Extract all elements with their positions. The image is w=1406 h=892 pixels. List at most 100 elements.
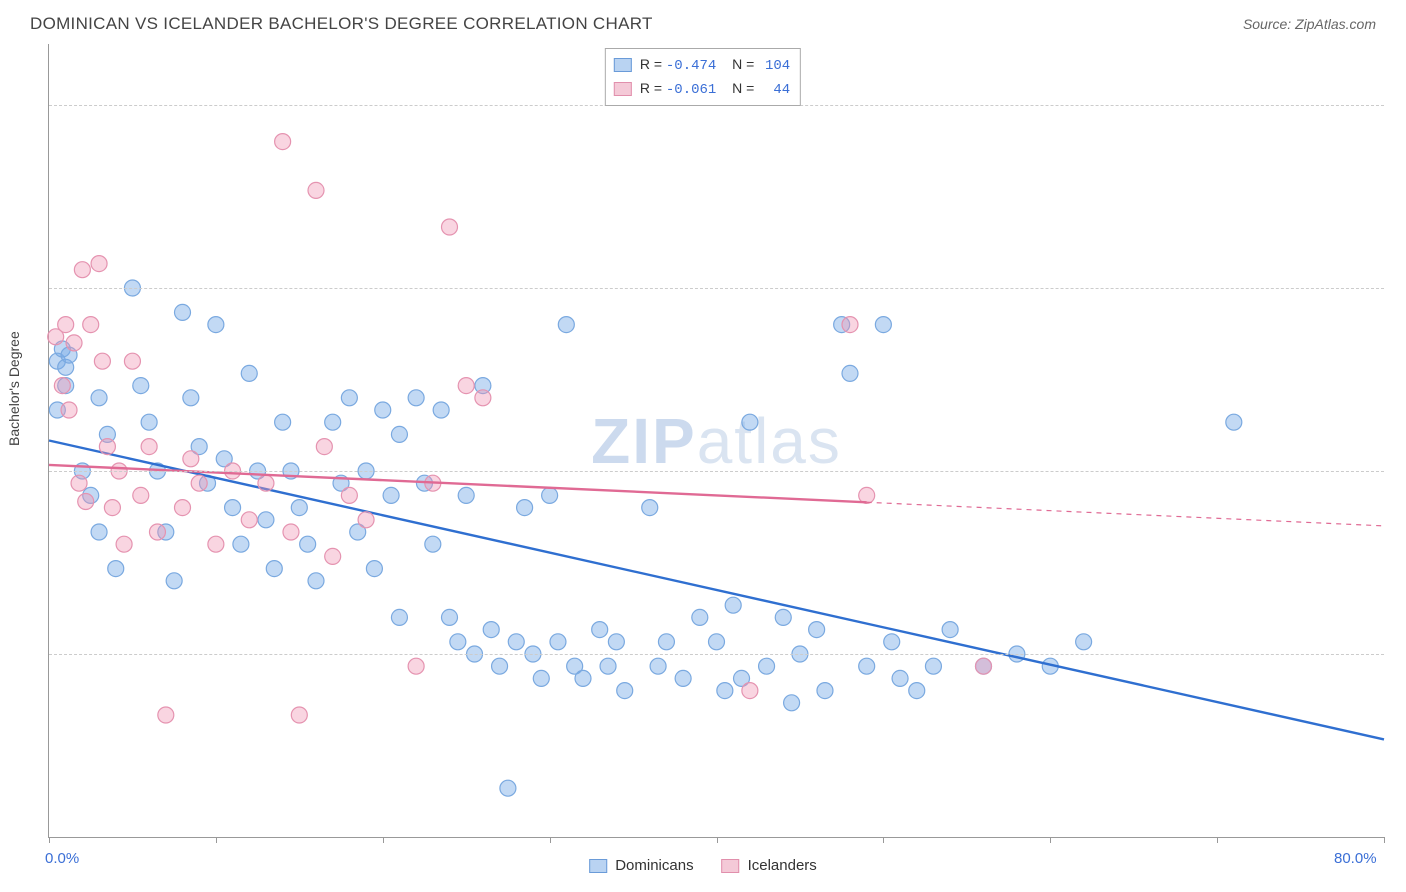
x-tick (216, 837, 217, 843)
data-point-icelanders (78, 494, 94, 510)
data-point-dominicans (266, 561, 282, 577)
data-point-dominicans (442, 609, 458, 625)
data-point-dominicans (742, 414, 758, 430)
data-point-icelanders (66, 335, 82, 351)
data-point-dominicans (408, 390, 424, 406)
data-point-icelanders (241, 512, 257, 528)
data-point-icelanders (742, 683, 758, 699)
y-axis-label: Bachelor's Degree (6, 331, 22, 446)
gridline (49, 471, 1384, 472)
data-point-icelanders (94, 353, 110, 369)
chart-svg (49, 44, 1384, 837)
x-tick (49, 837, 50, 843)
data-point-dominicans (425, 536, 441, 552)
data-point-dominicans (617, 683, 633, 699)
data-point-icelanders (99, 439, 115, 455)
data-point-dominicans (450, 634, 466, 650)
data-point-dominicans (275, 414, 291, 430)
y-tick-label: 60.0% (1390, 97, 1406, 113)
data-point-icelanders (141, 439, 157, 455)
legend-swatch (722, 859, 740, 873)
legend-swatch (614, 58, 632, 72)
data-point-dominicans (558, 317, 574, 333)
source-name: ZipAtlas.com (1295, 16, 1376, 32)
data-point-dominicans (809, 622, 825, 638)
legend-stats-row: R = -0.061 N = 44 (614, 77, 790, 101)
data-point-dominicans (483, 622, 499, 638)
data-point-icelanders (175, 500, 191, 516)
data-point-dominicans (241, 365, 257, 381)
data-point-dominicans (942, 622, 958, 638)
data-point-dominicans (884, 634, 900, 650)
data-point-dominicans (925, 658, 941, 674)
data-point-icelanders (133, 487, 149, 503)
y-tick-label: 15.0% (1390, 646, 1406, 662)
x-tick (1384, 837, 1385, 843)
data-point-dominicans (391, 609, 407, 625)
data-point-dominicans (842, 365, 858, 381)
legend-n: N = 44 (724, 77, 790, 101)
data-point-dominicans (608, 634, 624, 650)
data-point-dominicans (508, 634, 524, 650)
data-point-icelanders (58, 317, 74, 333)
data-point-dominicans (784, 695, 800, 711)
data-point-dominicans (300, 536, 316, 552)
data-point-dominicans (909, 683, 925, 699)
data-point-dominicans (1076, 634, 1092, 650)
data-point-icelanders (61, 402, 77, 418)
x-tick (883, 837, 884, 843)
legend-swatch (614, 82, 632, 96)
trendline-icelanders-dashed (867, 502, 1384, 526)
data-point-dominicans (859, 658, 875, 674)
data-point-dominicans (141, 414, 157, 430)
data-point-dominicans (575, 670, 591, 686)
data-point-dominicans (91, 390, 107, 406)
legend-item: Icelanders (722, 857, 817, 874)
gridline (49, 288, 1384, 289)
data-point-icelanders (408, 658, 424, 674)
data-point-icelanders (149, 524, 165, 540)
legend-swatch (589, 859, 607, 873)
chart-title: DOMINICAN VS ICELANDER BACHELOR'S DEGREE… (30, 14, 653, 34)
data-point-icelanders (74, 262, 90, 278)
scatter-plot: ZIPatlas 15.0%30.0%45.0%60.0%0.0%80.0% (48, 44, 1384, 838)
data-point-icelanders (104, 500, 120, 516)
data-point-dominicans (817, 683, 833, 699)
data-point-dominicans (709, 634, 725, 650)
source-label: Source: ZipAtlas.com (1243, 16, 1376, 34)
data-point-dominicans (759, 658, 775, 674)
legend-item: Dominicans (589, 857, 693, 874)
data-point-dominicans (366, 561, 382, 577)
data-point-dominicans (875, 317, 891, 333)
data-point-dominicans (375, 402, 391, 418)
data-point-dominicans (533, 670, 549, 686)
data-point-dominicans (650, 658, 666, 674)
legend-stats: R = -0.474 N = 104R = -0.061 N = 44 (605, 48, 801, 106)
data-point-icelanders (275, 134, 291, 150)
data-point-icelanders (83, 317, 99, 333)
data-point-dominicans (308, 573, 324, 589)
data-point-icelanders (283, 524, 299, 540)
data-point-icelanders (458, 378, 474, 394)
data-point-dominicans (892, 670, 908, 686)
data-point-dominicans (175, 304, 191, 320)
data-point-dominicans (717, 683, 733, 699)
data-point-dominicans (341, 390, 357, 406)
legend-n: N = 104 (724, 53, 790, 77)
data-point-icelanders (358, 512, 374, 528)
data-point-dominicans (517, 500, 533, 516)
x-tick (1217, 837, 1218, 843)
data-point-dominicans (775, 609, 791, 625)
legend-label: Icelanders (748, 857, 817, 874)
data-point-dominicans (391, 426, 407, 442)
data-point-icelanders (291, 707, 307, 723)
legend-r: R = -0.474 (640, 53, 717, 77)
data-point-dominicans (458, 487, 474, 503)
x-tick (550, 837, 551, 843)
data-point-dominicans (642, 500, 658, 516)
y-tick-label: 45.0% (1390, 280, 1406, 296)
data-point-dominicans (675, 670, 691, 686)
legend-stats-row: R = -0.474 N = 104 (614, 53, 790, 77)
data-point-dominicans (91, 524, 107, 540)
data-point-dominicans (166, 573, 182, 589)
